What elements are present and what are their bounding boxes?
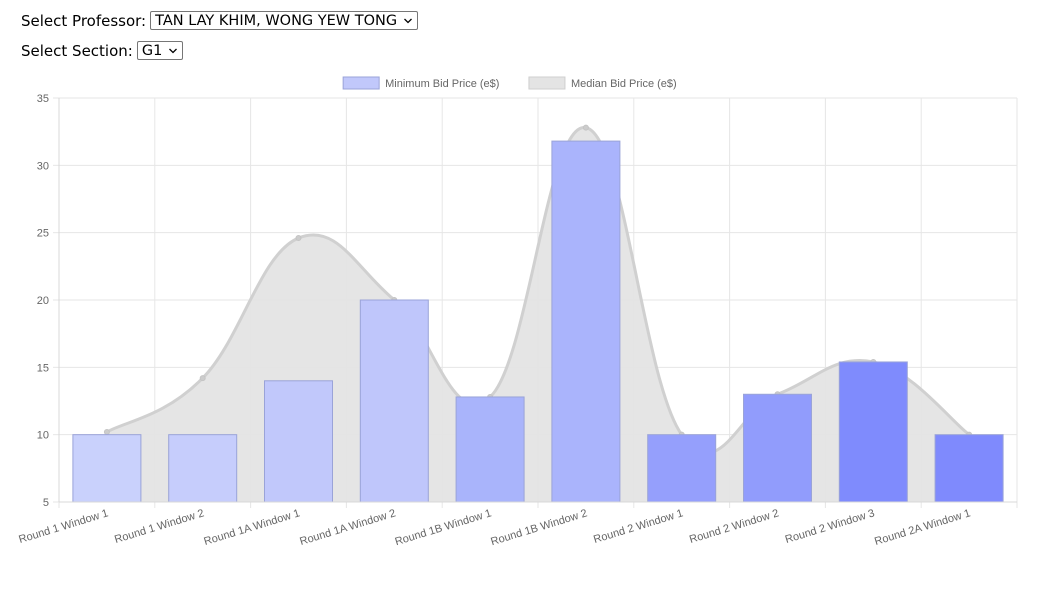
x-tick-label: Round 1A Window 1 (203, 507, 302, 548)
section-selector-row: Select Section: G1 (21, 41, 184, 60)
min-bid-bar (743, 393, 812, 503)
y-tick-label: 35 (37, 93, 49, 105)
median-point (582, 124, 589, 131)
median-point (103, 428, 110, 435)
section-select-value: G1 (141, 42, 163, 59)
professor-label: Select Professor: (21, 11, 147, 30)
y-tick-label: 5 (43, 497, 49, 509)
min-bid-bar (838, 361, 908, 503)
section-label: Select Section: (21, 41, 133, 60)
x-tick-label: Round 1B Window 2 (489, 507, 588, 548)
chevron-down-icon (404, 18, 413, 23)
x-tick-label: Round 2A Window 1 (873, 507, 972, 548)
y-tick-label: 15 (37, 362, 49, 374)
min-bid-bar (264, 380, 333, 503)
min-bid-bar (168, 434, 238, 503)
legend-swatch (528, 76, 566, 90)
min-bid-bar (72, 434, 142, 503)
x-tick-label: Round 1 Window 2 (113, 507, 205, 546)
y-tick-label: 10 (37, 430, 49, 442)
x-tick-label: Round 2 Window 3 (784, 507, 876, 546)
legend-swatch (342, 76, 380, 90)
x-tick-label: Round 1A Window 2 (298, 507, 397, 548)
min-bid-bar (934, 434, 1004, 503)
median-point (199, 375, 206, 382)
min-bid-bar (455, 396, 525, 503)
section-select[interactable]: G1 (136, 41, 184, 60)
legend-label: Minimum Bid Price (e$) (385, 78, 499, 90)
legend-label: Median Bid Price (e$) (571, 78, 677, 90)
chevron-down-icon (169, 48, 178, 53)
min-bid-bar (647, 434, 717, 503)
x-tick-label: Round 1 Window 1 (17, 507, 109, 546)
professor-selector-row: Select Professor: TAN LAY KHIM, WONG YEW… (21, 11, 419, 30)
x-tick-label: Round 2 Window 2 (688, 507, 780, 546)
median-series-line (106, 126, 971, 455)
median-point (295, 235, 302, 242)
x-tick-label: Round 1B Window 1 (394, 507, 493, 548)
y-tick-label: 20 (37, 295, 49, 307)
professor-select-value: TAN LAY KHIM, WONG YEW TONG (155, 12, 398, 29)
x-tick-label: Round 2 Window 1 (592, 507, 684, 546)
y-tick-label: 30 (37, 160, 49, 172)
y-tick-label: 25 (37, 228, 49, 240)
min-bid-bar (551, 140, 621, 503)
professor-select[interactable]: TAN LAY KHIM, WONG YEW TONG (150, 11, 419, 30)
min-bid-bar (359, 299, 429, 503)
